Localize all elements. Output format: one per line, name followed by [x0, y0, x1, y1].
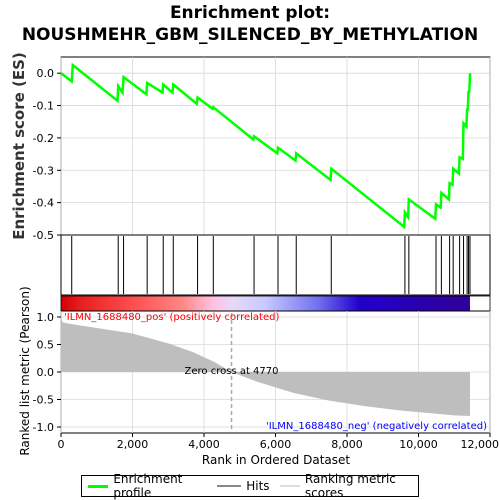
legend-item-enrichment: Enrichment profile	[88, 472, 207, 500]
title-line-1: Enrichment plot:	[169, 3, 331, 23]
metric-x-tick-label: 10,000	[399, 438, 438, 451]
metric-y-tick-label: 0.5	[37, 339, 55, 352]
es-y-tick-label: -0.4	[33, 197, 54, 210]
es-y-tick-label: -0.3	[33, 164, 54, 177]
enrichment-line-icon	[88, 484, 109, 488]
hits-line-icon	[217, 485, 242, 487]
es-y-tick-label: -0.5	[33, 229, 54, 242]
metric-y-tick-label: 1.0	[37, 311, 55, 324]
hit-marks	[71, 236, 471, 294]
legend: Enrichment profile Hits Ranking metric s…	[81, 472, 419, 500]
legend-label-hits: Hits	[246, 479, 270, 493]
hits-frame	[60, 234, 491, 296]
ranking-line-icon	[279, 485, 300, 487]
metric-y-tick-label: -0.5	[33, 394, 54, 407]
metric-y-tick-label: 0.0	[37, 366, 55, 379]
metric-x-tick-label: 4,000	[188, 438, 220, 451]
es-y-tick-label: 0.0	[37, 67, 55, 80]
enrichment-profile-line	[60, 62, 472, 230]
zero-cross-label: Zero cross at 4770	[185, 366, 279, 377]
metric-x-tick-label: 12,000	[461, 438, 500, 451]
legend-item-hits: Hits	[217, 479, 270, 493]
ranking-metric-area	[61, 318, 470, 416]
metric-y-axis-label: Ranked list metric (Pearson)	[18, 286, 32, 455]
legend-label-enrichment: Enrichment profile	[113, 472, 183, 500]
es-y-axis: 0.0 -0.1 -0.2 -0.3 -0.4 -0.5	[33, 67, 61, 242]
legend-item-ranking: Ranking metric scores	[279, 472, 418, 500]
metric-x-tick-label: 0	[58, 438, 65, 451]
metric-x-tick-label: 8,000	[331, 438, 363, 451]
negative-correlation-label: 'ILMN_1688480_neg' (negatively correlate…	[266, 421, 487, 432]
metric-x-tick-label: 6,000	[260, 438, 292, 451]
legend-label-ranking: Ranking metric scores	[304, 472, 396, 500]
positive-correlation-label: 'ILMN_1688480_pos' (positively correlate…	[64, 312, 279, 323]
heat-gradient-rect	[61, 296, 470, 311]
es-y-tick-label: -0.1	[33, 100, 54, 113]
ranking-heatmap-band	[60, 295, 491, 312]
metric-y-axis: 1.0 0.5 0.0 -0.5 -1.0	[33, 311, 61, 434]
es-y-axis-label: Enrichment score (ES)	[10, 52, 28, 240]
es-y-tick-label: -0.2	[33, 132, 54, 145]
title-line-2: NOUSHMEHR_GBM_SILENCED_BY_METHYLATION	[21, 25, 479, 45]
chart-title: Enrichment plot: NOUSHMEHR_GBM_SILENCED_…	[0, 2, 500, 46]
metric-x-axis: 0 2,000 4,000 6,000 8,000 10,000 12,000	[58, 433, 500, 451]
metric-x-tick-label: 2,000	[117, 438, 149, 451]
metric-x-axis-label: Rank in Ordered Dataset	[202, 453, 350, 467]
metric-y-tick-label: -1.0	[33, 421, 54, 434]
